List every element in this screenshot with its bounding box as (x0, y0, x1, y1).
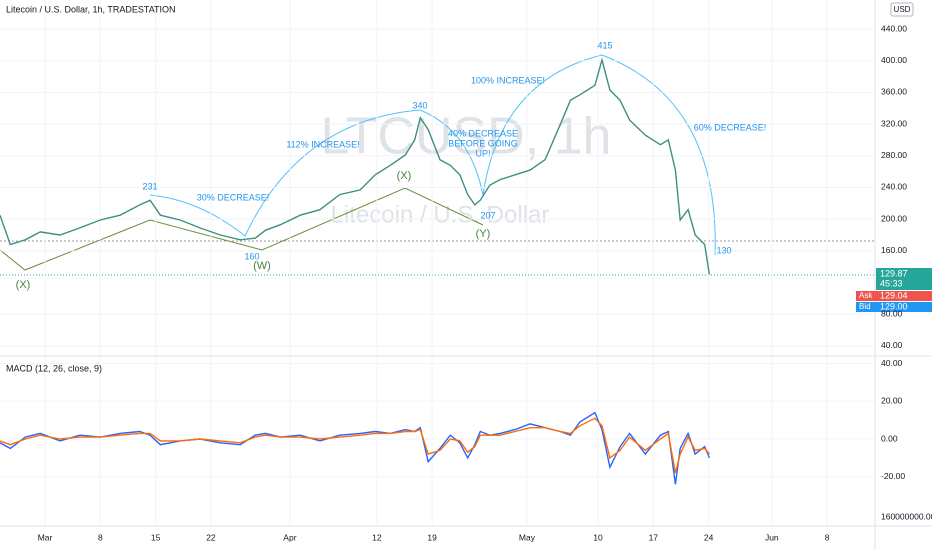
y-tick-label: 160.00 (881, 245, 907, 255)
currency[interactable]: USD (894, 5, 911, 14)
annotation: 207 (480, 210, 495, 220)
y-tick-label: 0.00 (881, 433, 898, 443)
annotation: BEFORE GOING (448, 138, 518, 148)
annotation: (W) (253, 260, 271, 272)
x-tick-label: Jun (765, 532, 779, 542)
ask-label: Ask (859, 291, 873, 300)
annotation: 40% DECREASE (448, 128, 518, 138)
bid-tag (856, 302, 932, 312)
x-tick-label: 15 (151, 532, 161, 542)
annotation: (Y) (476, 228, 491, 240)
wave-line (0, 187, 484, 271)
indicator-title: MACD (12, 26, close, 9) (6, 363, 102, 373)
annotation: 340 (412, 100, 427, 110)
chart-title: Litecoin / U.S. Dollar, 1h, TRADESTATION (6, 4, 176, 14)
bid-label: Bid (859, 302, 871, 311)
x-tick-label: 8 (98, 532, 103, 542)
countdown: 45:33 (880, 278, 903, 288)
series-line (0, 417, 710, 474)
y-tick-label: 200.00 (881, 213, 907, 223)
series-line (0, 57, 711, 275)
x-tick-label: 12 (372, 532, 382, 542)
x-tick-label: 17 (649, 532, 659, 542)
volume-label: 160000000.00 (881, 511, 932, 521)
x-tick-label: 10 (593, 532, 603, 542)
annotation: 231 (142, 181, 157, 191)
y-tick-label: -20.00 (881, 471, 905, 481)
y-tick-label: 40.00 (881, 358, 903, 368)
y-tick-label: 20.00 (881, 396, 903, 406)
x-tick-label: 8 (825, 532, 830, 542)
annotation: 60% DECREASE! (694, 122, 767, 132)
x-tick-label: Mar (38, 532, 53, 542)
annotation: 160 (244, 251, 259, 261)
x-tick-label: Apr (283, 532, 296, 542)
y-tick-label: 360.00 (881, 87, 907, 97)
series-line (0, 411, 711, 485)
y-tick-label: 320.00 (881, 118, 907, 128)
x-tick-label: May (519, 532, 536, 542)
last-price: 129.87 (880, 268, 908, 278)
y-tick-label: 240.00 (881, 182, 907, 192)
annotation: (X) (397, 170, 412, 182)
ask-price: 129.04 (880, 290, 908, 300)
arc-drawing (149, 54, 716, 256)
annotation: (X) (16, 279, 31, 291)
x-tick-label: 24 (704, 532, 714, 542)
annotation: UP! (475, 148, 490, 158)
x-tick-label: 19 (427, 532, 437, 542)
annotation: 415 (597, 40, 612, 50)
y-tick-label: 280.00 (881, 150, 907, 160)
last-price-tag (876, 268, 932, 290)
y-tick-label: 40.00 (881, 340, 903, 350)
annotation: 130 (716, 245, 731, 255)
currency-box[interactable] (890, 2, 914, 17)
x-tick-label: 22 (206, 532, 216, 542)
watermark-subtitle: Litecoin / U.S. Dollar (331, 201, 550, 228)
annotation: 112% INCREASE! (286, 139, 359, 149)
y-tick-label: 80.00 (881, 309, 903, 319)
bid-price: 129.00 (880, 301, 908, 311)
annotation: 30% DECREASE! (197, 192, 270, 202)
y-tick-label: 400.00 (881, 55, 907, 65)
annotation: 100% INCREASE! (471, 75, 545, 85)
ask-tag (856, 291, 932, 301)
y-tick-label: 440.00 (881, 23, 907, 33)
